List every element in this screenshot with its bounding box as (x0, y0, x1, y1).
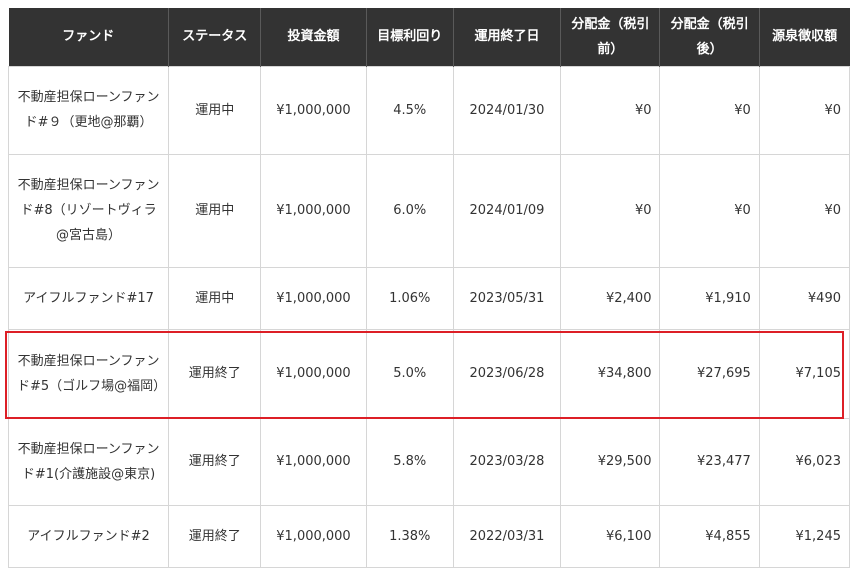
dist-pre-tax-cell: ¥34,800 (560, 328, 661, 419)
dist-pre-tax-cell: ¥29,500 (560, 417, 661, 506)
dist-after-tax-cell: ¥0 (659, 153, 760, 268)
end-date-cell: 2023/06/28 (452, 328, 562, 419)
fund-name-cell[interactable]: 不動産担保ローンファンド#９（更地@那覇） (7, 65, 170, 155)
dist-pre-tax-cell: ¥6,100 (560, 504, 661, 568)
column-header-dist-pre-tax: 分配金（税引前） (560, 8, 661, 66)
dist-after-tax-cell: ¥0 (659, 65, 760, 155)
target-yield-cell: 1.38% (365, 504, 454, 568)
column-header-end-date: 運用終了日 (453, 8, 562, 66)
withholding-cell: ¥1,245 (758, 504, 850, 568)
withholding-cell: ¥7,105 (758, 328, 850, 419)
table-header-row: ファンド ステータス 投資金額 目標利回り 運用終了日 分配金（税引前） 分配金… (8, 8, 850, 66)
dist-after-tax-cell: ¥27,695 (659, 328, 760, 419)
table-row: 不動産担保ローンファンド#1(介護施設@東京) 運用終了 ¥1,000,000 … (7, 417, 850, 506)
fund-name-cell[interactable]: 不動産担保ローンファンド#1(介護施設@東京) (7, 417, 170, 506)
dist-after-tax-cell: ¥4,855 (659, 504, 760, 568)
amount-cell: ¥1,000,000 (260, 266, 367, 330)
table-row-highlighted: 不動産担保ローンファンド#5（ゴルフ場@福岡） 運用終了 ¥1,000,000 … (7, 328, 850, 419)
column-header-amount: 投資金額 (260, 8, 367, 66)
end-date-cell: 2023/05/31 (452, 266, 562, 330)
target-yield-cell: 1.06% (365, 266, 454, 330)
table-row: 不動産担保ローンファンド#8（リゾートヴィラ@宮古島） 運用中 ¥1,000,0… (7, 153, 850, 268)
column-header-target-yield: 目標利回り (366, 8, 454, 66)
column-header-fund: ファンド (8, 8, 170, 66)
status-cell: 運用中 (168, 153, 262, 268)
table-row: 不動産担保ローンファンド#９（更地@那覇） 運用中 ¥1,000,000 4.5… (7, 65, 850, 155)
status-cell: 運用終了 (168, 417, 262, 506)
column-header-status: ステータス (168, 8, 262, 66)
dist-pre-tax-cell: ¥0 (560, 153, 661, 268)
fund-name-cell[interactable]: アイフルファンド#2 (7, 504, 170, 568)
status-cell: 運用終了 (168, 504, 262, 568)
target-yield-cell: 5.8% (365, 417, 454, 506)
target-yield-cell: 6.0% (365, 153, 454, 268)
target-yield-cell: 5.0% (365, 328, 454, 419)
column-header-dist-after-tax: 分配金（税引後） (659, 8, 760, 66)
amount-cell: ¥1,000,000 (260, 504, 367, 568)
amount-cell: ¥1,000,000 (260, 153, 367, 268)
table-row: アイフルファンド#17 運用中 ¥1,000,000 1.06% 2023/05… (7, 266, 850, 330)
end-date-cell: 2022/03/31 (452, 504, 562, 568)
column-header-withholding: 源泉徴収額 (759, 8, 850, 66)
dist-after-tax-cell: ¥1,910 (659, 266, 760, 330)
withholding-cell: ¥490 (758, 266, 850, 330)
fund-name-cell[interactable]: 不動産担保ローンファンド#5（ゴルフ場@福岡） (7, 328, 170, 419)
withholding-cell: ¥0 (758, 65, 850, 155)
fund-name-cell[interactable]: アイフルファンド#17 (7, 266, 170, 330)
amount-cell: ¥1,000,000 (260, 417, 367, 506)
end-date-cell: 2023/03/28 (452, 417, 562, 506)
dist-pre-tax-cell: ¥2,400 (560, 266, 661, 330)
status-cell: 運用中 (168, 65, 262, 155)
withholding-cell: ¥6,023 (758, 417, 850, 506)
target-yield-cell: 4.5% (365, 65, 454, 155)
amount-cell: ¥1,000,000 (260, 328, 367, 419)
status-cell: 運用中 (168, 266, 262, 330)
amount-cell: ¥1,000,000 (260, 65, 367, 155)
dist-after-tax-cell: ¥23,477 (659, 417, 760, 506)
fund-name-cell[interactable]: 不動産担保ローンファンド#8（リゾートヴィラ@宮古島） (7, 153, 170, 268)
status-cell: 運用終了 (168, 328, 262, 419)
withholding-cell: ¥0 (758, 153, 850, 268)
dist-pre-tax-cell: ¥0 (560, 65, 661, 155)
end-date-cell: 2024/01/09 (452, 153, 562, 268)
end-date-cell: 2024/01/30 (452, 65, 562, 155)
table-row: アイフルファンド#2 運用終了 ¥1,000,000 1.38% 2022/03… (7, 504, 850, 568)
fund-distribution-table: ファンド ステータス 投資金額 目標利回り 運用終了日 分配金（税引前） 分配金… (7, 8, 850, 568)
